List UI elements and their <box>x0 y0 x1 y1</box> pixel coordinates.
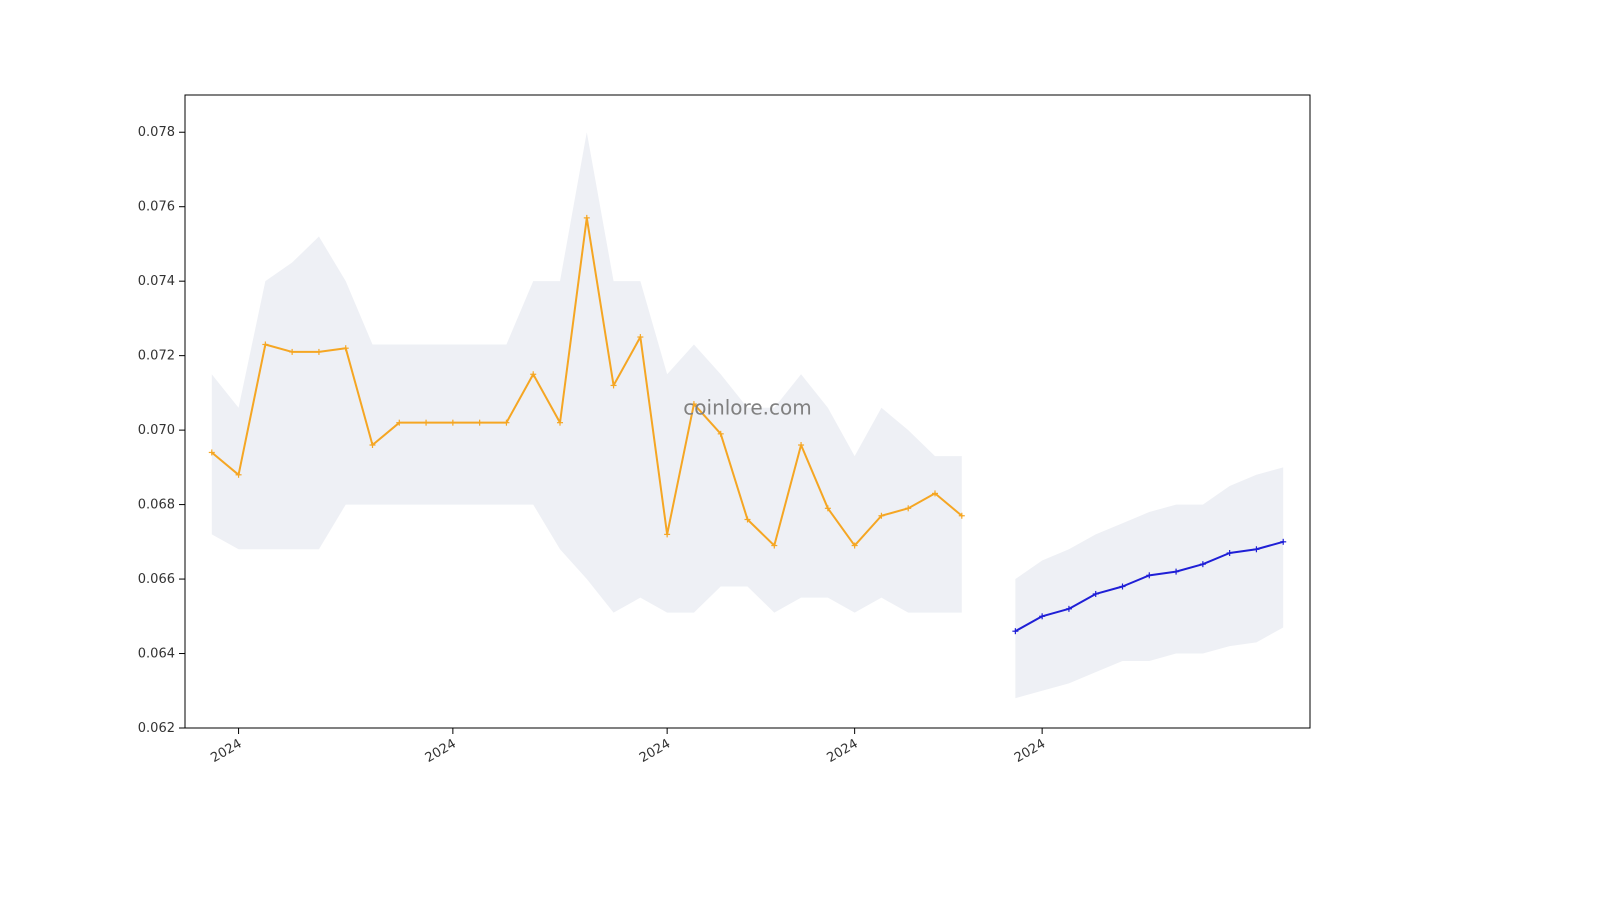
chart-container: coinlore.com 0.062 0.064 0.066 0.068 0.070 0.0… <box>0 0 1600 900</box>
watermark-text: coinlore.com <box>683 396 811 420</box>
ytick-label: 0.076 <box>138 200 175 215</box>
ytick-label: 0.068 <box>138 498 175 513</box>
ytick-label: 0.078 <box>138 125 175 140</box>
line-chart: coinlore.com 0.062 0.064 0.066 0.068 0.070 0.0… <box>0 0 1600 900</box>
ytick-label: 0.066 <box>138 572 175 587</box>
ytick-label: 0.074 <box>138 274 175 289</box>
ytick-label: 0.064 <box>138 647 175 662</box>
ytick-label: 0.062 <box>138 721 175 736</box>
ytick-label: 0.070 <box>138 423 175 438</box>
ytick-label: 0.072 <box>138 349 175 364</box>
